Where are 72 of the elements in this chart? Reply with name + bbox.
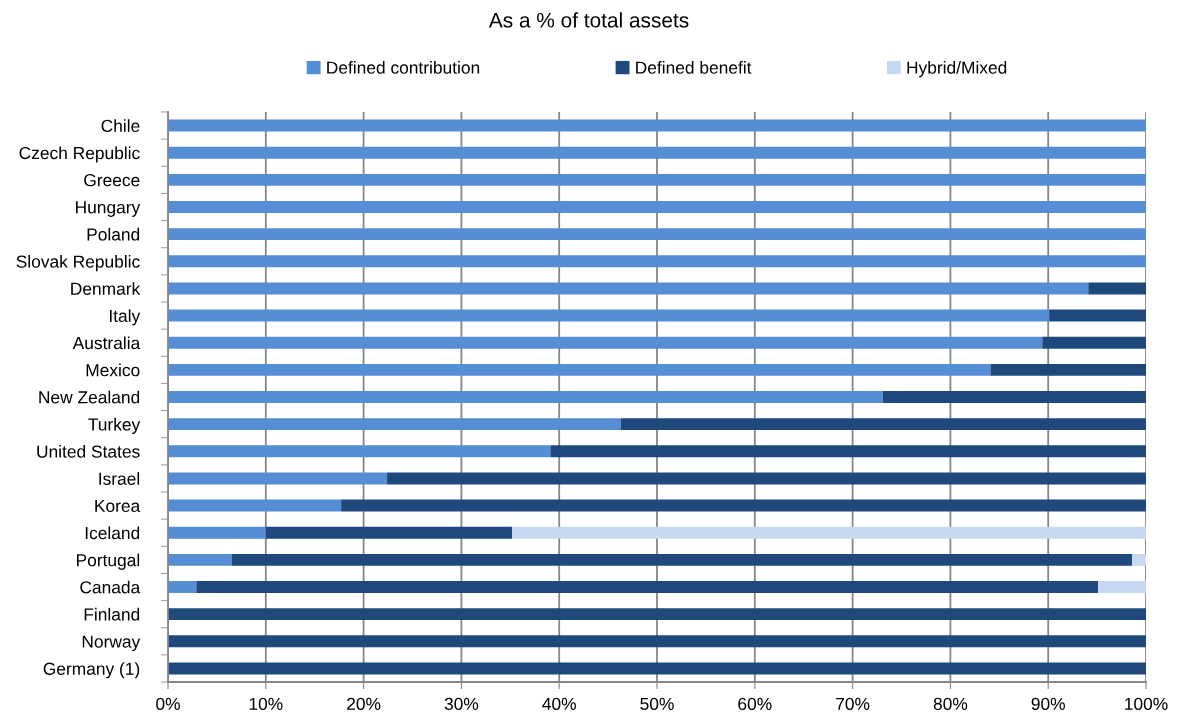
- y-tick-label: Mexico: [86, 363, 140, 377]
- y-tick-label: Germany (1): [43, 662, 140, 679]
- bar: [168, 255, 1146, 268]
- y-tick-label: Italy: [109, 309, 141, 326]
- y-tick-label: Iceland: [85, 526, 140, 540]
- y-tick-label: United States: [37, 445, 140, 458]
- x-tick-label: 90%: [1031, 697, 1065, 711]
- bar: [1098, 581, 1146, 593]
- x-tick-label: 30%: [444, 697, 479, 711]
- y-tick-label: Norway: [82, 635, 141, 652]
- y-tick-label: Turkey: [88, 417, 141, 435]
- y-tick-label: Denmark: [71, 282, 141, 295]
- bar: [168, 146, 1146, 159]
- bar: [1049, 309, 1146, 322]
- bar: [168, 608, 1146, 621]
- bar: [231, 553, 1133, 566]
- y-tick-label: Australia: [72, 336, 141, 350]
- bar: [882, 391, 1146, 403]
- y-tick-label: Slovak Republic: [16, 255, 140, 272]
- bar: [990, 363, 1146, 376]
- bar: [168, 201, 1146, 213]
- y-tick-label: Finland: [84, 607, 140, 621]
- x-tick-label: 60%: [738, 697, 772, 711]
- bar: [168, 445, 551, 458]
- bar: [341, 499, 1146, 512]
- y-tick-label: Korea: [95, 499, 141, 513]
- bar: [168, 662, 1146, 675]
- x-tick-label: 40%: [542, 697, 576, 711]
- bar: [1042, 336, 1146, 349]
- y-tick-label: Hungary: [76, 201, 141, 217]
- chart-title: As a % of total assets: [488, 12, 689, 28]
- bar: [168, 228, 1146, 241]
- x-tick-label: 50%: [640, 697, 674, 711]
- bar: [168, 119, 1146, 132]
- bar: [1132, 553, 1146, 566]
- legend-label: Defined contribution: [327, 61, 480, 74]
- y-tick-label: Israel: [99, 472, 140, 485]
- x-tick-label: 0%: [156, 697, 180, 711]
- bar: [387, 472, 1146, 485]
- bar: [196, 581, 1099, 593]
- y-tick-label: Chile: [101, 119, 140, 133]
- legend-label: Defined benefit: [636, 61, 752, 74]
- bar: [168, 336, 1043, 349]
- y-tick-label: Poland: [87, 227, 140, 241]
- bar: [168, 635, 1146, 648]
- legend-label: Hybrid/Mixed: [907, 61, 1007, 78]
- bar: [168, 282, 1089, 295]
- y-tick-label: Greece: [84, 174, 140, 187]
- y-tick-label: Czech Republic: [19, 146, 140, 163]
- bar: [620, 418, 1146, 431]
- bar: [168, 472, 388, 485]
- bar: [168, 418, 621, 431]
- y-tick-label: Portugal: [76, 553, 140, 570]
- x-tick-label: 10%: [249, 697, 283, 711]
- bar: [550, 445, 1146, 458]
- x-tick-label: 80%: [933, 697, 968, 711]
- x-tick-label: 70%: [836, 697, 870, 711]
- bar: [168, 173, 1146, 186]
- y-tick-label: Canada: [80, 580, 141, 594]
- bar: [265, 526, 513, 539]
- x-tick-label: 20%: [347, 697, 381, 711]
- bar: [1088, 282, 1146, 295]
- bar: [168, 553, 232, 566]
- bar: [512, 526, 1146, 539]
- bar: [168, 309, 1050, 322]
- bar: [168, 526, 266, 539]
- bar: [168, 363, 991, 376]
- y-tick-label: New Zealand: [39, 390, 140, 404]
- bar: [168, 499, 342, 512]
- x-tick-label: 100%: [1125, 697, 1168, 711]
- bar: [168, 581, 197, 593]
- bar: [168, 391, 883, 403]
